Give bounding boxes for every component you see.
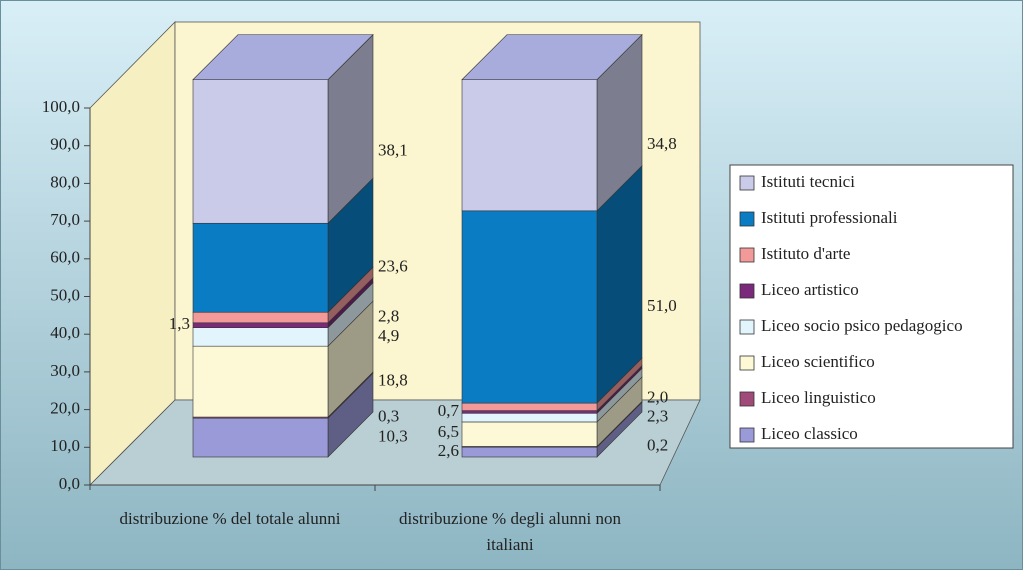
- legend-label: Liceo scientifico: [761, 352, 875, 371]
- bar: [461, 402, 598, 411]
- bar: [192, 311, 329, 324]
- bar: [192, 327, 329, 347]
- value-label: 0,7: [438, 401, 460, 420]
- bar: [461, 210, 598, 404]
- value-label: 10,3: [378, 426, 408, 445]
- value-label: 0,3: [378, 407, 399, 426]
- legend-swatch: [739, 283, 755, 299]
- legend-swatch: [739, 211, 755, 227]
- value-label: 2,8: [378, 306, 399, 325]
- value-label: 0,2: [647, 436, 668, 455]
- value-label: 2,3: [647, 407, 668, 426]
- y-tick-label: 40,0: [50, 323, 80, 342]
- value-label: 2,6: [438, 441, 459, 460]
- y-tick-label: 70,0: [50, 210, 80, 229]
- bar: [192, 345, 329, 418]
- legend-label: Istituto d'arte: [761, 244, 850, 263]
- bar: [192, 322, 329, 328]
- value-label: 34,8: [647, 134, 677, 153]
- y-tick-label: 60,0: [50, 248, 80, 267]
- bar: [192, 222, 329, 313]
- legend-label: Liceo linguistico: [761, 388, 876, 407]
- bar: [461, 79, 598, 212]
- y-tick-label: 0,0: [59, 474, 80, 493]
- legend-label: Istituti professionali: [761, 208, 898, 227]
- value-label: 18,8: [378, 371, 408, 390]
- legend: [729, 164, 1014, 449]
- bar: [192, 417, 329, 458]
- value-label: 6,5: [438, 422, 459, 441]
- x-tick-label: distribuzione % del totale alunni: [119, 509, 341, 528]
- legend-swatch: [739, 427, 755, 443]
- bar-top: [461, 34, 643, 80]
- bar: [461, 421, 598, 447]
- x-tick-label: distribuzione % degli alunni non italian…: [399, 509, 621, 554]
- legend-label: Liceo artistico: [761, 280, 859, 299]
- y-tick-label: 80,0: [50, 172, 80, 191]
- legend-swatch: [739, 355, 755, 371]
- bar: [192, 79, 329, 224]
- y-tick-label: 50,0: [50, 285, 80, 304]
- bar-top: [192, 34, 374, 80]
- bar: [461, 412, 598, 423]
- legend-label: Istituti tecnici: [761, 172, 855, 191]
- y-tick-label: 90,0: [50, 135, 80, 154]
- value-label: 1,3: [169, 314, 190, 333]
- bar: [461, 446, 598, 458]
- legend-swatch: [739, 319, 755, 335]
- legend-label: Liceo classico: [761, 424, 858, 443]
- y-tick-label: 10,0: [50, 436, 80, 455]
- bar: [461, 410, 598, 414]
- legend-swatch: [739, 175, 755, 191]
- y-tick-label: 100,0: [42, 97, 80, 116]
- value-label: 23,6: [378, 257, 408, 276]
- value-label: 51,0: [647, 296, 677, 315]
- legend-label: Liceo socio psico pedagogico: [761, 316, 963, 335]
- y-tick-label: 20,0: [50, 399, 80, 418]
- legend-swatch: [739, 391, 755, 407]
- value-label: 38,1: [378, 140, 408, 159]
- y-tick-label: 30,0: [50, 361, 80, 380]
- value-label: 4,9: [378, 326, 399, 345]
- value-label: 2,0: [647, 388, 668, 407]
- legend-swatch: [739, 247, 755, 263]
